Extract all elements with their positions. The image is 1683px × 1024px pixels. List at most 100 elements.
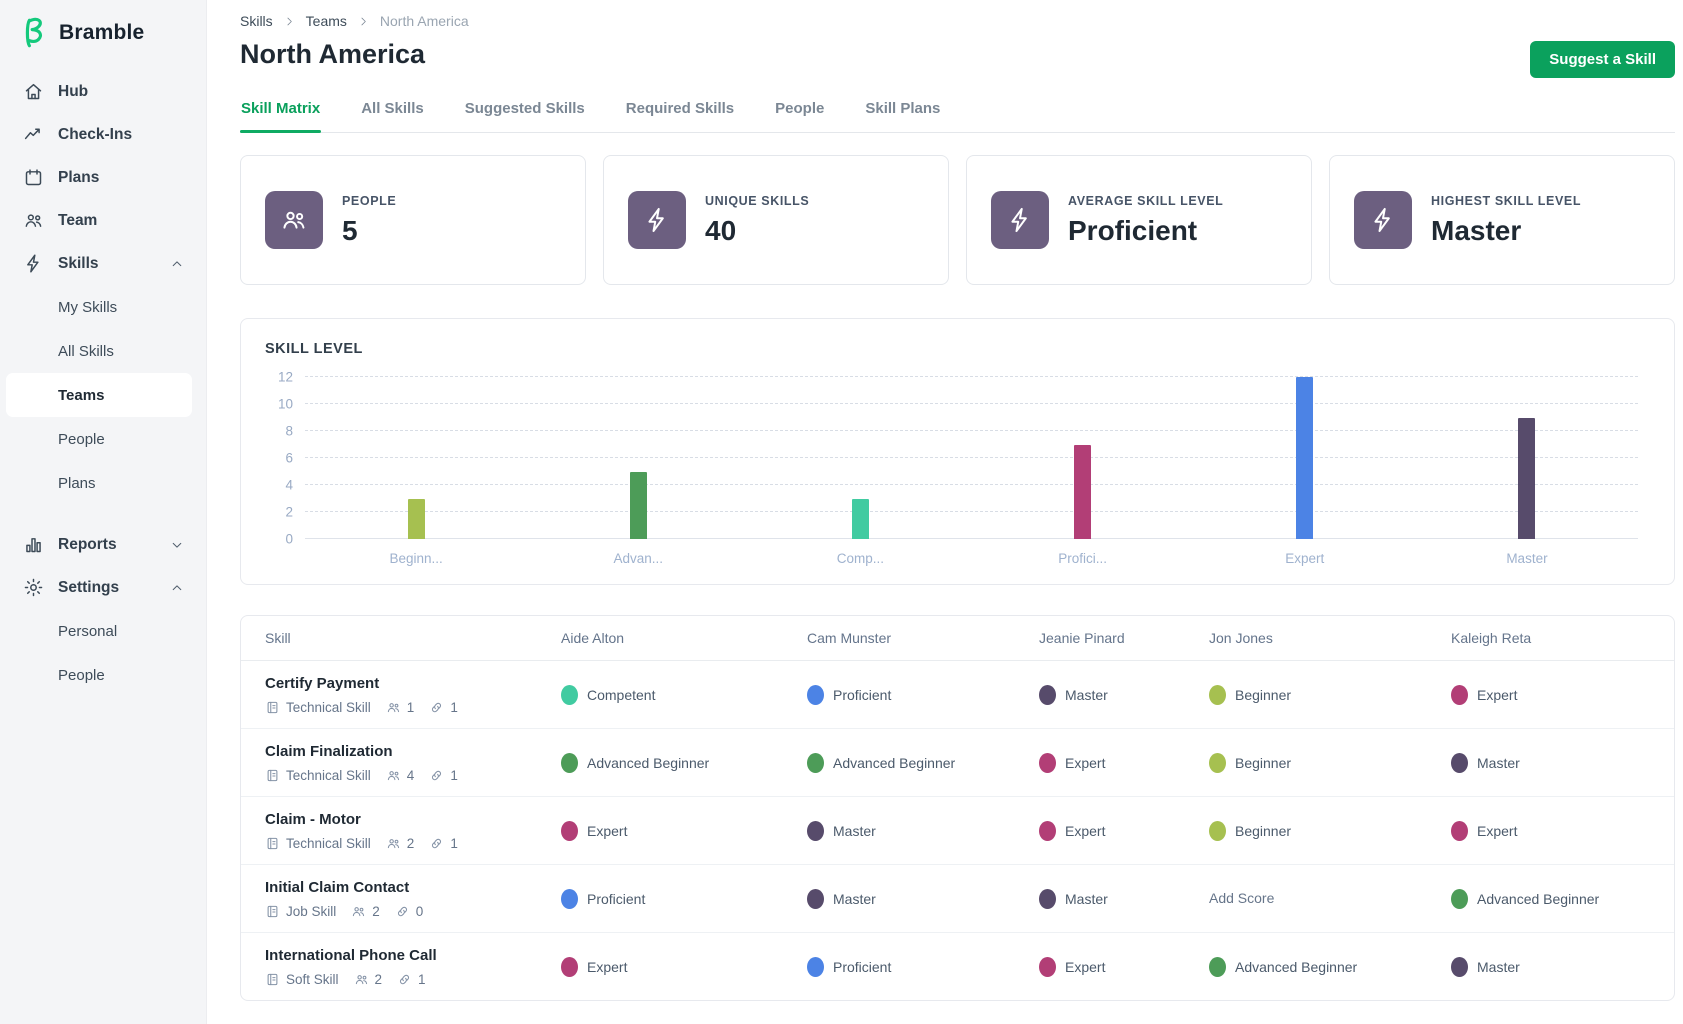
stat-label: PEOPLE <box>342 193 397 208</box>
stat-text: UNIQUE SKILLS 40 <box>705 194 809 247</box>
column-header-kaleigh-reta[interactable]: Kaleigh Reta <box>1451 630 1532 646</box>
sidebar-item-settings[interactable]: Settings <box>0 566 206 609</box>
x-tick-label: Master <box>1506 551 1548 566</box>
score-level-dot <box>1209 956 1226 977</box>
skill-meta: Soft Skill 2 1 <box>265 972 561 987</box>
score-chip-proficient[interactable]: Proficient <box>561 888 807 909</box>
score-chip-beginner[interactable]: Beginner <box>1209 752 1451 773</box>
sidebar-item-label: People <box>58 430 105 448</box>
sidebar-item-skills-all-skills[interactable]: All Skills <box>0 329 206 373</box>
sidebar-item-skills-people[interactable]: People <box>0 417 206 461</box>
tab-people[interactable]: People <box>775 100 825 117</box>
calendar-icon <box>23 167 44 188</box>
sidebar-item-hub[interactable]: Hub <box>0 70 206 113</box>
score-level-dot <box>1039 684 1056 705</box>
tab-skill-plans[interactable]: Skill Plans <box>865 100 941 117</box>
score-chip-expert[interactable]: Expert <box>1451 684 1674 705</box>
sidebar-item-plans[interactable]: Plans <box>0 156 206 199</box>
skill-row-claim-finalization: Claim Finalization Technical Skill 4 1 Advan… <box>241 728 1674 796</box>
skill-link-count: 1 <box>429 768 458 783</box>
skill-name[interactable]: Claim Finalization <box>265 742 393 760</box>
suggest-skill-button[interactable]: Suggest a Skill <box>1530 41 1675 78</box>
link-count-icon <box>429 700 444 715</box>
skill-name[interactable]: Claim - Motor <box>265 810 361 828</box>
skill-meta: Technical Skill 4 1 <box>265 768 561 783</box>
score-chip-expert[interactable]: Expert <box>1039 956 1209 977</box>
sidebar-item-skills-plans[interactable]: Plans <box>0 461 206 505</box>
tab-skill-matrix[interactable]: Skill Matrix <box>240 100 322 133</box>
x-tick-label: Profici... <box>1058 551 1107 566</box>
score-level-label: Expert <box>587 958 628 975</box>
score-chip-master[interactable]: Master <box>1039 888 1209 909</box>
tab-suggested-skills[interactable]: Suggested Skills <box>464 100 585 117</box>
skill-link-count: 1 <box>397 972 426 987</box>
score-level-dot <box>807 820 824 841</box>
sidebar-item-settings-personal[interactable]: Personal <box>0 609 206 653</box>
people-count-icon <box>351 904 366 919</box>
score-chip-beginner[interactable]: Beginner <box>1209 684 1451 705</box>
score-cell: Add Score <box>1209 890 1451 908</box>
skill-people-count: 2 <box>354 972 382 987</box>
score-chip-expert[interactable]: Expert <box>561 956 807 977</box>
sidebar-nav: Hub Check-Ins Plans Team Skills My Skills All … <box>0 70 206 697</box>
score-chip-master[interactable]: Master <box>1039 684 1209 705</box>
column-header-jeanie-pinard[interactable]: Jeanie Pinard <box>1039 630 1125 646</box>
skill-category-icon <box>265 768 280 783</box>
score-level-label: Master <box>1065 890 1108 907</box>
column-header-jon-jones[interactable]: Jon Jones <box>1209 630 1273 646</box>
sidebar-item-team[interactable]: Team <box>0 199 206 242</box>
y-tick-label: 10 <box>277 396 293 412</box>
score-chip-master[interactable]: Master <box>1451 752 1674 773</box>
score-cell: Expert <box>1039 820 1209 841</box>
skill-name[interactable]: International Phone Call <box>265 946 437 964</box>
sidebar-item-skills-teams[interactable]: Teams <box>6 373 192 417</box>
skill-name[interactable]: Certify Payment <box>265 674 380 692</box>
sidebar-item-reports[interactable]: Reports <box>0 523 206 566</box>
score-chip-advanced-beginner[interactable]: Advanced Beginner <box>807 752 1039 773</box>
sidebar-item-check-ins[interactable]: Check-Ins <box>0 113 206 156</box>
score-level-label: Expert <box>1065 822 1106 839</box>
score-chip-proficient[interactable]: Proficient <box>807 956 1039 977</box>
score-level-dot <box>561 820 578 841</box>
column-header-aide-alton[interactable]: Aide Alton <box>561 630 625 646</box>
score-cell: Expert <box>1039 956 1209 977</box>
score-chip-competent[interactable]: Competent <box>561 684 807 705</box>
score-chip-expert[interactable]: Expert <box>1039 820 1209 841</box>
score-chip-master[interactable]: Master <box>807 820 1039 841</box>
score-chip-advanced-beginner[interactable]: Advanced Beginner <box>1451 888 1674 909</box>
add-score-button[interactable]: Add Score <box>1209 889 1275 906</box>
score-chip-proficient[interactable]: Proficient <box>807 684 1039 705</box>
sidebar-item-settings-people[interactable]: People <box>0 653 206 697</box>
brand[interactable]: Bramble <box>0 14 206 52</box>
sidebar-item-label: My Skills <box>58 298 118 316</box>
score-chip-master[interactable]: Master <box>1451 956 1674 977</box>
score-chip-master[interactable]: Master <box>807 888 1039 909</box>
sidebar-item-skills-my-skills[interactable]: My Skills <box>0 285 206 329</box>
breadcrumb-teams[interactable]: Teams <box>305 13 347 29</box>
tab-all-skills[interactable]: All Skills <box>361 100 424 117</box>
skill-category-label: Job Skill <box>286 903 337 919</box>
score-chip-expert[interactable]: Expert <box>1451 820 1674 841</box>
column-header-cam-munster[interactable]: Cam Munster <box>807 630 892 646</box>
score-level-dot <box>1451 752 1468 773</box>
skill-name[interactable]: Initial Claim Contact <box>265 878 410 896</box>
skill-matrix-table: Skill Aide Alton Cam Munster Jeanie Pinard J… <box>240 615 1675 1001</box>
score-chip-advanced-beginner[interactable]: Advanced Beginner <box>1209 956 1451 977</box>
score-chip-advanced-beginner[interactable]: Advanced Beginner <box>561 752 807 773</box>
stat-icon-tile <box>628 191 686 249</box>
score-level-dot <box>807 752 824 773</box>
score-chip-expert[interactable]: Expert <box>1039 752 1209 773</box>
bar-competent <box>851 498 869 539</box>
link-count-icon <box>429 836 444 851</box>
score-chip-beginner[interactable]: Beginner <box>1209 820 1451 841</box>
tab-required-skills[interactable]: Required Skills <box>625 100 735 117</box>
sidebar-item-skills[interactable]: Skills <box>0 242 206 285</box>
x-tick-label: Expert <box>1285 551 1325 566</box>
people-count-value: 1 <box>406 699 415 715</box>
score-level-dot <box>1039 956 1056 977</box>
score-chip-expert[interactable]: Expert <box>561 820 807 841</box>
score-level-label: Beginner <box>1235 822 1292 839</box>
breadcrumb-skills[interactable]: Skills <box>240 13 273 29</box>
sidebar-item-label: Personal <box>58 622 118 640</box>
stat-icon-tile <box>991 191 1049 249</box>
